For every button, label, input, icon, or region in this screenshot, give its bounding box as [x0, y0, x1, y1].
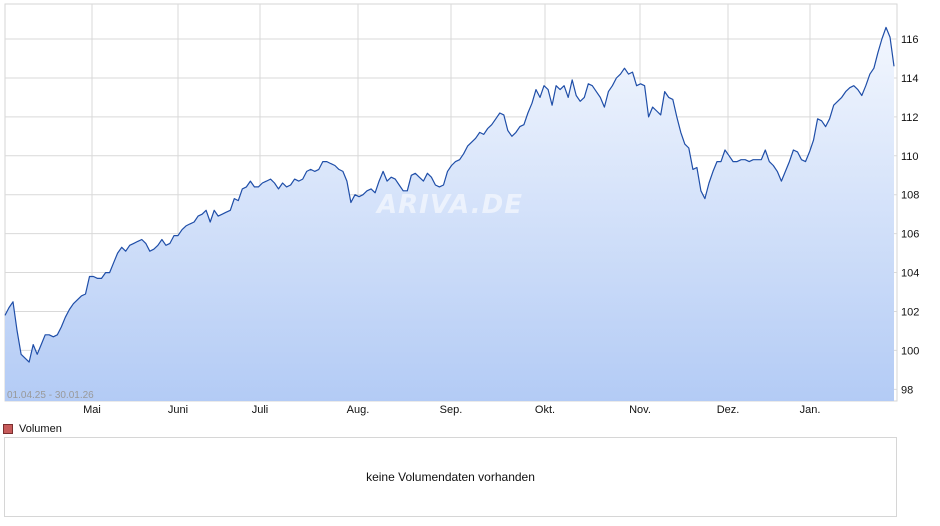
y-tick-label: 100	[901, 345, 919, 357]
price-line	[4, 26, 895, 363]
y-tick-label: 106	[901, 229, 919, 241]
x-tick-label: Sep.	[440, 404, 463, 416]
x-axis-labels: Mai Juni Juli Aug. Sep. Okt. Nov. Dez. Jan.	[83, 404, 820, 416]
y-tick-label: 116	[901, 34, 919, 46]
volume-panel: keine Volumendaten vorhanden	[4, 437, 897, 517]
y-tick-label: 112	[901, 112, 919, 124]
price-area	[5, 27, 894, 402]
x-tick-label: Dez.	[717, 404, 740, 416]
x-tick-label: Mai	[83, 404, 101, 416]
price-chart: ARIVA.DE 98 100 102 104 106 108 110 112 114 116 M…	[4, 3, 919, 416]
y-tick-label: 114	[901, 73, 919, 85]
x-tick-label: Aug.	[347, 404, 370, 416]
x-tick-label: Okt.	[535, 404, 555, 416]
x-tick-label: Juni	[168, 404, 188, 416]
volume-legend-label: Volumen	[19, 423, 62, 435]
y-tick-label: 98	[901, 384, 913, 396]
watermark: ARIVA.DE	[375, 190, 523, 220]
x-tick-label: Jan.	[800, 404, 821, 416]
volume-swatch-icon	[3, 424, 13, 434]
y-tick-label: 110	[901, 151, 919, 163]
volume-empty-message: keine Volumendaten vorhanden	[366, 470, 535, 484]
y-axis-labels: 98 100 102 104 106 108 110 112 114 116	[901, 34, 919, 396]
y-tick-label: 104	[901, 268, 919, 280]
x-tick-label: Nov.	[629, 404, 651, 416]
y-tick-label: 108	[901, 190, 919, 202]
date-range-label: 01.04.25 - 30.01.26	[7, 390, 94, 401]
volume-legend: Volumen	[3, 422, 62, 436]
x-tick-label: Juli	[252, 404, 269, 416]
y-tick-label: 102	[901, 306, 919, 318]
